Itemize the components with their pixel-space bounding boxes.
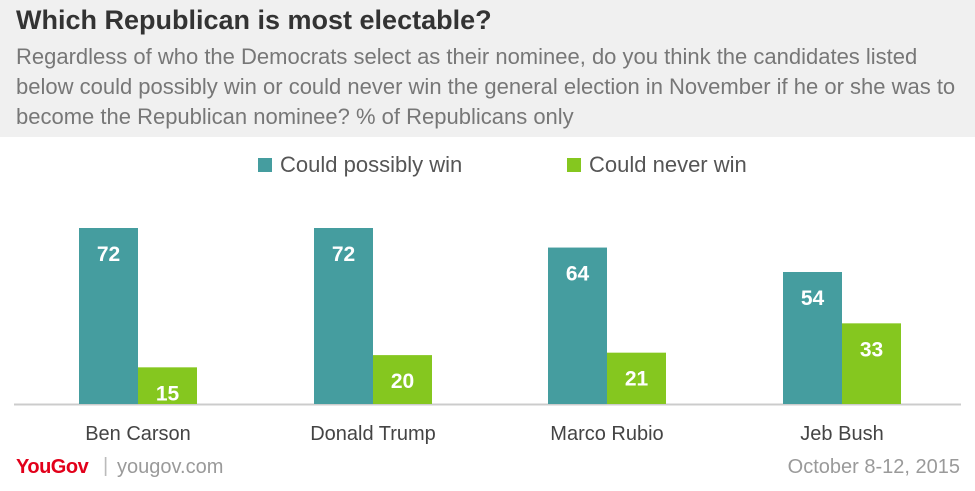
- legend-item-never: Could never win: [567, 152, 747, 178]
- chart-title: Which Republican is most electable?: [16, 5, 492, 35]
- legend-swatch-never: [567, 158, 581, 172]
- chart-subtitle: Regardless of who the Democrats select a…: [16, 44, 956, 129]
- data-label-donald-trump-possibly: 72: [332, 243, 355, 266]
- data-label-donald-trump-never: 20: [391, 370, 414, 393]
- category-label-jeb-bush: Jeb Bush: [800, 423, 883, 445]
- legend-label-possibly: Could possibly win: [280, 152, 463, 177]
- data-label-ben-carson-possibly: 72: [97, 243, 120, 266]
- bar-ben-carson-possibly: [79, 228, 138, 404]
- bar-jeb-bush-never: [842, 323, 901, 404]
- header-band: Which Republican is most electable? Rega…: [0, 0, 975, 137]
- legend: Could possibly win Could never win: [0, 152, 975, 182]
- category-label-ben-carson: Ben Carson: [85, 423, 191, 445]
- bar-marco-rubio-possibly: [548, 247, 607, 404]
- bar-ben-carson-never: [138, 367, 197, 404]
- legend-swatch-possibly: [258, 158, 272, 172]
- legend-item-possibly: Could possibly win: [258, 152, 462, 178]
- legend-label-never: Could never win: [589, 152, 747, 177]
- bar-donald-trump-possibly: [314, 228, 373, 404]
- footer-date: October 8-12, 2015: [787, 456, 960, 478]
- footer-separator: |: [103, 455, 109, 477]
- bar-donald-trump-never: [373, 355, 432, 404]
- footer-url: yougov.com: [117, 456, 224, 478]
- data-label-marco-rubio-never: 21: [625, 368, 649, 391]
- category-label-donald-trump: Donald Trump: [310, 423, 436, 445]
- category-label-marco-rubio: Marco Rubio: [550, 423, 663, 445]
- bar-marco-rubio-never: [607, 352, 666, 404]
- yougov-logo: YouGov: [16, 456, 89, 478]
- data-label-marco-rubio-possibly: 64: [566, 263, 590, 286]
- data-label-jeb-bush-never: 33: [860, 338, 883, 361]
- bar-jeb-bush-possibly: [783, 272, 842, 404]
- data-label-jeb-bush-possibly: 54: [801, 287, 825, 310]
- data-label-ben-carson-never: 15: [156, 382, 180, 405]
